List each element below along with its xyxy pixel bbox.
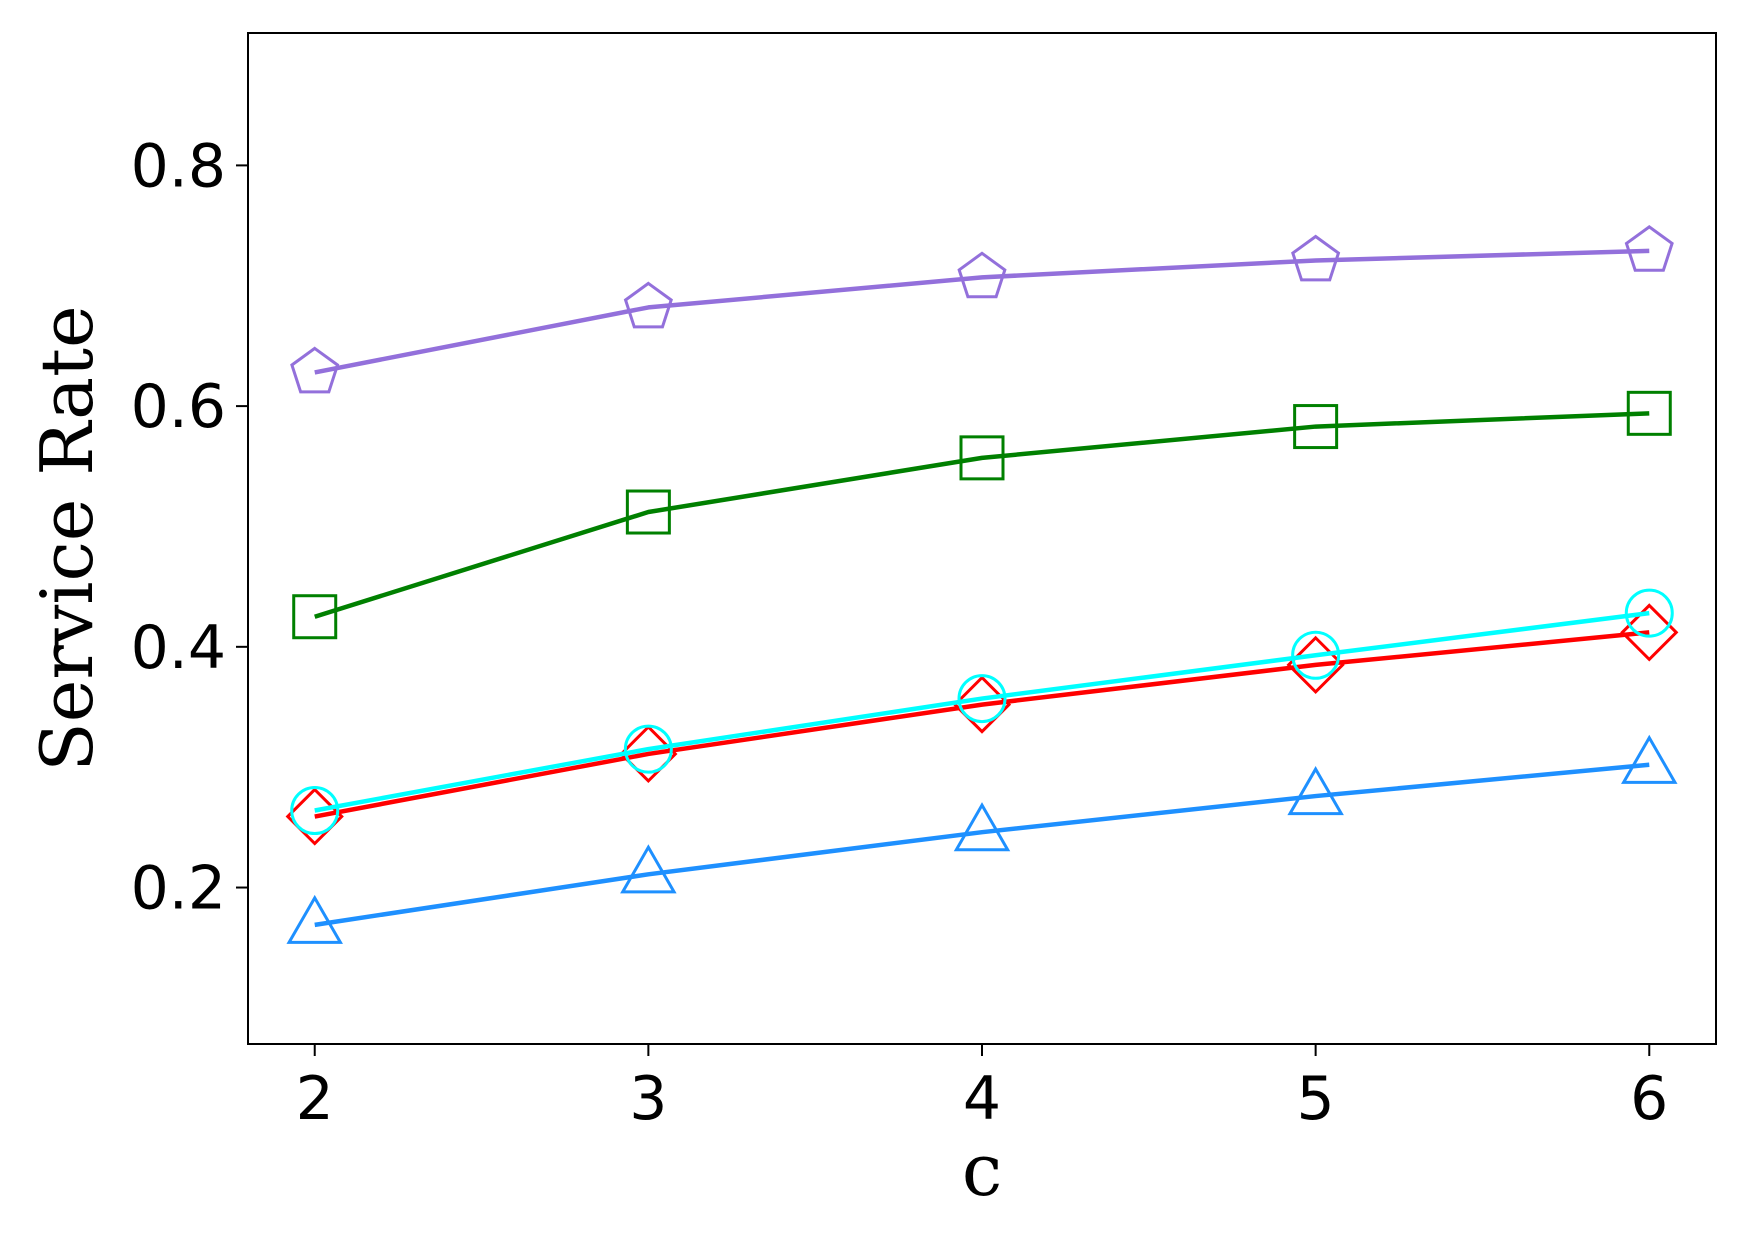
x-tick-label: 3 [629, 1064, 667, 1134]
triangle-marker [953, 802, 1011, 852]
x-axis-title: c [962, 1128, 1002, 1212]
y-axis: 0.2 0.4 0.6 0.8 [131, 131, 248, 924]
square-marker [959, 435, 1005, 481]
pentagon-marker [1291, 234, 1341, 282]
triangle-marker [1287, 766, 1344, 816]
series-pentagon [290, 224, 1674, 394]
pentagon-marker [290, 346, 340, 394]
diamond-marker [1620, 603, 1679, 662]
triangle-marker [286, 894, 343, 944]
y-tick-label: 0.8 [131, 131, 226, 201]
y-tick-label: 0.2 [131, 854, 226, 924]
series-line [314, 411, 1650, 619]
square-marker [1626, 390, 1672, 436]
series-line [314, 630, 1650, 819]
x-tick-label: 6 [1630, 1064, 1668, 1134]
series-line [314, 610, 1650, 813]
x-tick-label: 4 [963, 1064, 1001, 1134]
circle-marker [1291, 630, 1341, 680]
y-axis-title: Service Rate [25, 305, 109, 771]
circle-marker [1624, 588, 1674, 638]
x-tick-label: 5 [1297, 1064, 1335, 1134]
y-tick-label: 0.4 [131, 613, 226, 683]
pentagon-marker [957, 251, 1007, 299]
pentagon-marker [623, 281, 673, 329]
triangle-marker [1621, 734, 1678, 784]
series-triangle [286, 734, 1678, 944]
triangle-marker [620, 844, 677, 894]
y-tick-label: 0.6 [131, 372, 226, 442]
series-line [314, 248, 1650, 375]
square-marker [625, 489, 671, 535]
series-circle [290, 588, 1674, 836]
circle-marker [290, 786, 340, 836]
plot-frame [247, 32, 1717, 1045]
pentagon-marker [1624, 224, 1674, 272]
circle-marker [623, 724, 673, 774]
series-square [292, 390, 1672, 640]
x-axis: 2 3 4 5 6 [296, 1044, 1668, 1134]
square-marker [1293, 404, 1339, 450]
series-layer [285, 224, 1679, 944]
x-tick-label: 2 [296, 1064, 334, 1134]
square-marker [292, 594, 338, 640]
series-line [314, 762, 1650, 928]
circle-marker [957, 674, 1007, 724]
